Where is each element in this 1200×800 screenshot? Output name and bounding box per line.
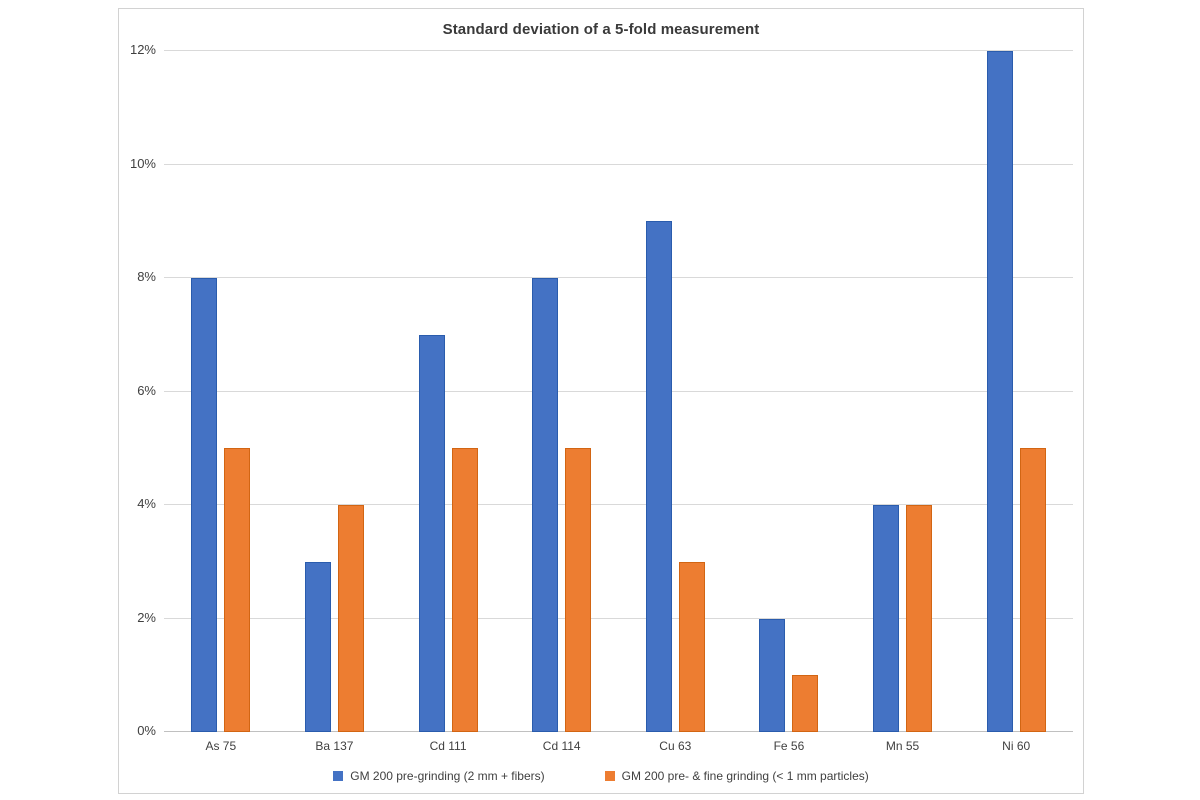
y-tick-label: 8% <box>137 269 156 285</box>
plot-area <box>164 50 1073 732</box>
bar-group-ni-60 <box>959 51 1073 732</box>
gridline <box>164 504 1073 505</box>
bar-series2-ni-60 <box>1019 448 1046 732</box>
bar-group-cd-114 <box>505 51 619 732</box>
x-tick-label: Cd 114 <box>542 739 581 753</box>
bar-group-ba-137 <box>278 51 392 732</box>
bar-group-cd-111 <box>391 51 505 732</box>
bar-series2-mn-55 <box>906 505 933 732</box>
legend-label: GM 200 pre-grinding (2 mm + fibers) <box>350 769 545 783</box>
bar-group-fe-56 <box>732 51 846 732</box>
y-tick-label: 12% <box>129 42 156 57</box>
x-tick-label: Cd 111 <box>429 739 467 753</box>
legend-swatch-icon <box>333 771 344 781</box>
bar-group-mn-55 <box>846 51 960 732</box>
x-axis-tick-labels: As 75 Ba 137 Cd 111 Cd 114 Cu 63 Fe 56 Mn 55 Ni… <box>164 739 1073 753</box>
bar-group-as-75 <box>164 51 278 732</box>
gridline <box>164 163 1073 165</box>
bar-series2-cd-111 <box>451 448 478 732</box>
y-tick-label: 0% <box>137 723 156 738</box>
bar-series1-cd-114 <box>532 278 559 732</box>
bar-series2-as-75 <box>224 448 251 732</box>
y-tick-label: 6% <box>137 382 156 398</box>
x-tick-label: Mn 55 <box>885 739 920 753</box>
y-tick-label: 4% <box>137 496 156 512</box>
x-tick-label: Ni 60 <box>1002 739 1031 753</box>
bar-groups <box>164 51 1073 732</box>
y-axis-tick-labels: 0% 2% 4% 6% 8% 10% 12% <box>119 43 156 737</box>
gridline <box>164 617 1073 619</box>
legend-item-series2: GM 200 pre- & fine grinding (< 1 mm part… <box>604 769 869 783</box>
legend: GM 200 pre-grinding (2 mm + fibers) GM 20… <box>119 769 1083 783</box>
bar-series2-fe-56 <box>792 675 819 732</box>
bar-series1-ba-137 <box>304 561 331 732</box>
bar-series1-ni-60 <box>986 51 1013 732</box>
y-tick-label: 10% <box>129 155 156 171</box>
legend-swatch-icon <box>604 771 615 781</box>
bar-series2-cd-114 <box>565 448 592 732</box>
x-tick-label: As 75 <box>205 739 237 753</box>
legend-label: GM 200 pre- & fine grinding (< 1 mm part… <box>621 769 869 783</box>
x-axis-line <box>164 731 1073 732</box>
gridline <box>164 50 1073 51</box>
y-tick-label: 2% <box>137 609 156 625</box>
legend-item-series1: GM 200 pre-grinding (2 mm + fibers) <box>333 769 545 783</box>
x-tick-label: Cu 63 <box>659 739 692 753</box>
gridline <box>164 277 1073 278</box>
bar-series2-cu-63 <box>678 561 705 732</box>
bar-series1-fe-56 <box>759 618 786 732</box>
bar-group-cu-63 <box>619 51 733 732</box>
bar-series2-ba-137 <box>337 505 364 732</box>
x-tick-label: Fe 56 <box>773 739 805 753</box>
bar-series1-as-75 <box>191 278 218 732</box>
chart-title: Standard deviation of a 5-fold measureme… <box>442 21 760 38</box>
gridline <box>164 390 1073 392</box>
bar-series1-cu-63 <box>645 221 672 732</box>
chart-frame: Standard deviation of a 5-fold measureme… <box>118 8 1084 794</box>
bar-series1-mn-55 <box>873 505 900 732</box>
x-tick-label: Ba 137 <box>315 739 354 753</box>
bar-series1-cd-111 <box>418 334 445 732</box>
